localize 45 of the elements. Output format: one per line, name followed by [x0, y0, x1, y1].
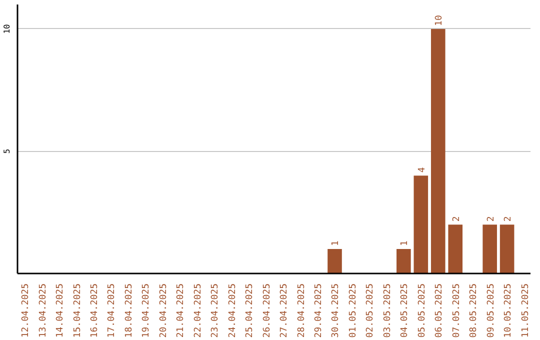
bar [396, 249, 411, 274]
x-tick-label: 17.04.2025 [107, 283, 118, 338]
x-tick-label: 24.04.2025 [228, 283, 238, 338]
x-tick-label: 11.05.2025 [520, 283, 531, 338]
bar [448, 224, 463, 274]
bar [328, 249, 342, 274]
x-tick-label: 23.04.2025 [210, 283, 221, 338]
x-tick-label: 20.04.2025 [158, 283, 169, 338]
x-tick-label: 08.05.2025 [469, 283, 480, 338]
data-label: 4 [417, 167, 428, 173]
x-tick-label: 10.05.2025 [504, 283, 514, 338]
bar [482, 224, 497, 274]
x-tick-label: 22.04.2025 [193, 283, 204, 338]
x-tick-label: 09.05.2025 [486, 283, 496, 338]
data-label: 10 [434, 15, 445, 26]
x-tick-label: 12.04.2025 [21, 283, 32, 338]
x-tick-label: 27.04.2025 [280, 283, 290, 338]
x-tick-label: 01.05.2025 [348, 283, 358, 338]
x-tick-label: 18.04.2025 [124, 283, 134, 338]
bar [430, 28, 446, 274]
data-label: 2 [452, 216, 462, 222]
x-tick-label: 21.04.2025 [176, 283, 186, 338]
data-label: 1 [331, 240, 342, 246]
x-tick-label: 30.04.2025 [331, 283, 342, 338]
y-tick-label: 5 [2, 148, 12, 154]
x-tick-label: 16.04.2025 [90, 283, 100, 338]
bar [500, 224, 514, 274]
x-tick-label: 25.04.2025 [245, 283, 256, 338]
x-tick-label: 28.04.2025 [296, 283, 307, 338]
data-label: 2 [486, 216, 496, 222]
x-tick-label: 19.04.2025 [142, 283, 152, 338]
x-tick-label: 29.04.2025 [314, 283, 324, 338]
data-label: 2 [504, 216, 514, 222]
x-tick-label: 07.05.2025 [452, 283, 462, 338]
x-tick-label: 05.05.2025 [417, 283, 428, 338]
x-tick-label: 04.05.2025 [400, 283, 410, 338]
x-tick-label: 15.04.2025 [72, 283, 83, 338]
x-tick-label: 26.04.2025 [262, 283, 272, 338]
x-tick-label: 06.05.2025 [434, 283, 445, 338]
x-tick-label: 13.04.2025 [38, 283, 48, 338]
x-tick-label: 14.04.2025 [56, 283, 66, 338]
x-tick-label: 03.05.2025 [382, 283, 393, 338]
data-label: 1 [400, 240, 410, 246]
bar [414, 176, 428, 274]
x-tick-label: 02.05.2025 [366, 283, 376, 338]
